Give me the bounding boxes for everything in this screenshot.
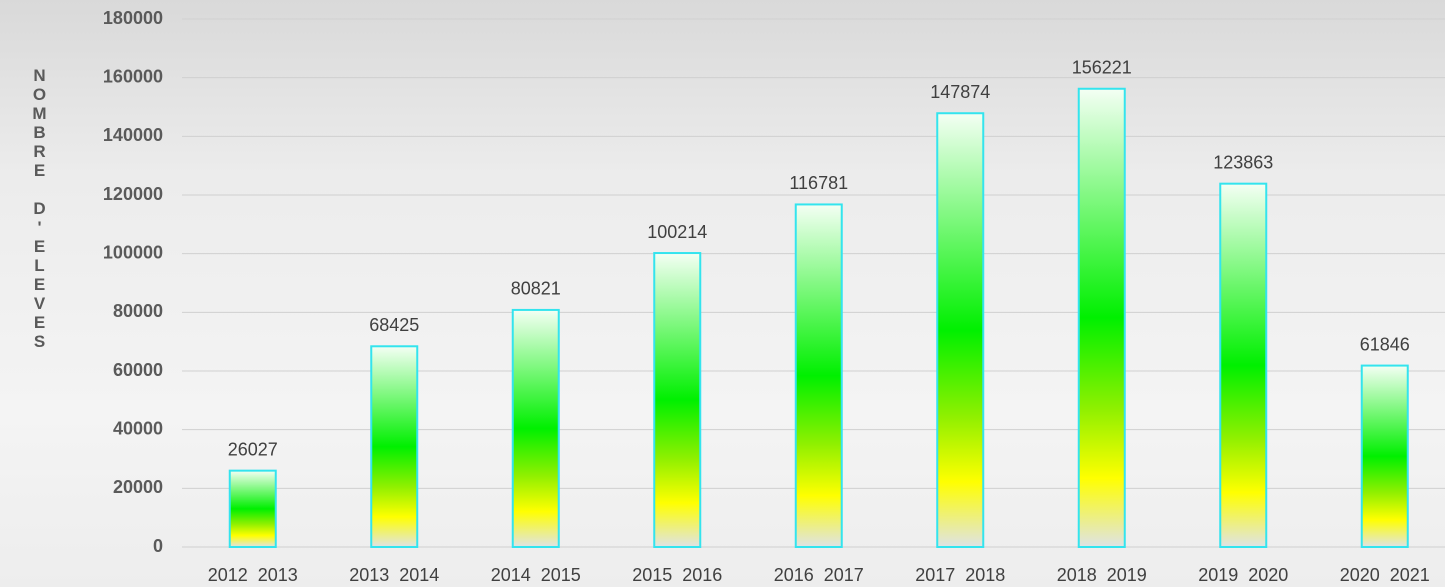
y-tick-label: 40000 xyxy=(113,418,163,438)
y-tick-label: 20000 xyxy=(113,477,163,497)
data-label: 80821 xyxy=(511,279,561,299)
x-tick-label: 2016 2017 xyxy=(774,565,864,585)
x-tick-label: 2015 2016 xyxy=(632,565,722,585)
y-tick-label: 60000 xyxy=(113,360,163,380)
data-label: 68425 xyxy=(369,315,419,335)
y-tick-label: 100000 xyxy=(103,242,163,262)
bar xyxy=(1219,182,1268,548)
x-tick-label: 2017 2018 xyxy=(915,565,1005,585)
y-tick-label: 0 xyxy=(153,536,163,556)
data-label: 100214 xyxy=(647,222,707,242)
x-tick-label: 2012 2013 xyxy=(208,565,298,585)
data-label: 26027 xyxy=(228,439,278,459)
x-tick-label: 2014 2015 xyxy=(491,565,581,585)
y-tick-label: 160000 xyxy=(103,66,163,86)
bar xyxy=(370,345,419,548)
y-tick-label: 80000 xyxy=(113,301,163,321)
y-tick-label: 140000 xyxy=(103,125,163,145)
bar xyxy=(1077,87,1126,548)
x-tick-label: 2019 2020 xyxy=(1198,565,1288,585)
x-tick-label: 2013 2014 xyxy=(349,565,439,585)
y-axis-label: NOMBRE D'ELEVES xyxy=(30,66,49,351)
y-tick-label: 180000 xyxy=(103,8,163,28)
x-tick-label: 2020 2021 xyxy=(1340,565,1430,585)
bar xyxy=(653,252,702,548)
data-label: 61846 xyxy=(1360,334,1410,354)
data-label: 156221 xyxy=(1072,58,1132,78)
bar xyxy=(511,308,560,549)
bar xyxy=(1360,364,1409,548)
bar xyxy=(228,469,277,549)
x-tick-label: 2018 2019 xyxy=(1057,565,1147,585)
y-tick-label: 120000 xyxy=(103,184,163,204)
data-label: 123863 xyxy=(1213,152,1273,172)
bar xyxy=(936,112,985,548)
data-label: 116781 xyxy=(789,173,848,193)
data-label: 147874 xyxy=(930,82,990,102)
bar xyxy=(794,203,843,548)
